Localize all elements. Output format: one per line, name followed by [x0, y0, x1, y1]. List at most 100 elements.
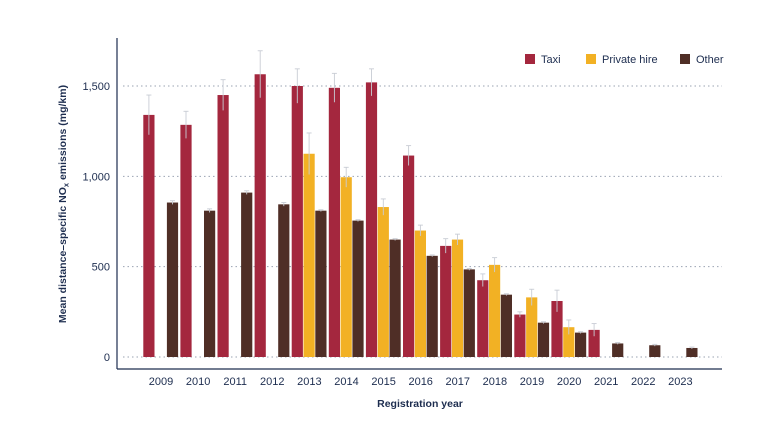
- legend: Taxi Private hire Other: [525, 54, 724, 66]
- error-bar-other-2015: [392, 238, 398, 241]
- y-axis-title-tail: emissions (mg/km): [57, 85, 69, 183]
- error-bar-other-2020: [578, 331, 584, 334]
- x-tick-label-2013: 2013: [297, 376, 321, 388]
- bar-taxi-2020: [551, 300, 563, 357]
- y-tick-label-500: 500: [92, 262, 110, 274]
- error-bar-taxi-2017: [443, 238, 449, 254]
- error-bar-other-2021: [615, 342, 621, 345]
- bar-private-hire-2017: [451, 239, 464, 357]
- error-bar-other-2022: [652, 343, 658, 347]
- bar-taxi-2018: [477, 280, 489, 357]
- error-bar-private-hire-2016: [417, 224, 423, 236]
- y-axis-title-main: Mean distance–specific NO: [57, 187, 69, 323]
- error-bar-other-2018: [503, 293, 509, 296]
- bar-private-hire-2013: [303, 153, 315, 357]
- x-tick-label-2010: 2010: [186, 376, 210, 388]
- bar-other-2019: [537, 322, 550, 357]
- legend-swatch-private-hire: [586, 54, 596, 64]
- legend-label-other: Other: [696, 54, 724, 66]
- bar-taxi-2009: [143, 114, 155, 357]
- x-tick-label-2022: 2022: [631, 376, 655, 388]
- bar-taxi-2016: [403, 155, 415, 357]
- error-bar-taxi-2009: [146, 94, 152, 135]
- bar-other-2020: [575, 332, 587, 357]
- error-bar-other-2010: [207, 208, 213, 213]
- y-tick-label-1000: 1,000: [82, 171, 110, 183]
- y-tick-labels: 0 500 1,000 1,500: [82, 81, 110, 364]
- x-axis-title: Registration year: [377, 398, 463, 410]
- error-bar-other-2013: [318, 209, 324, 212]
- bar-private-hire-2019: [526, 297, 538, 357]
- bar-other-2023: [686, 347, 698, 357]
- error-bar-taxi-2013: [294, 68, 300, 104]
- error-bar-private-hire-2014: [343, 166, 349, 188]
- bar-other-2022: [649, 345, 661, 357]
- bars: [143, 74, 698, 358]
- error-bar-taxi-2012: [257, 50, 263, 98]
- y-tick-label-0: 0: [104, 352, 110, 364]
- error-bar-other-2012: [281, 202, 287, 207]
- x-tick-label-2016: 2016: [408, 376, 432, 388]
- error-bar-other-2011: [244, 190, 250, 195]
- bar-private-hire-2014: [340, 177, 352, 357]
- y-axis-title: Mean distance–specific NOx emissions (mg…: [57, 85, 71, 323]
- legend-swatch-other: [680, 54, 690, 64]
- x-tick-label-2021: 2021: [594, 376, 618, 388]
- bar-other-2010: [204, 210, 216, 357]
- error-bar-private-hire-2015: [380, 198, 386, 216]
- error-bar-other-2019: [541, 321, 546, 324]
- bar-taxi-2019: [514, 314, 526, 357]
- x-tick-label-2015: 2015: [371, 376, 395, 388]
- bar-taxi-2012: [254, 74, 266, 358]
- error-bar-taxi-2018: [480, 273, 486, 287]
- error-bar-taxi-2015: [369, 68, 374, 96]
- bar-other-2009: [166, 202, 179, 357]
- x-tick-label-2009: 2009: [149, 376, 173, 388]
- error-bar-taxi-2016: [406, 145, 412, 166]
- bar-other-2021: [612, 343, 624, 357]
- bar-taxi-2021: [588, 329, 600, 357]
- bar-other-2012: [278, 204, 290, 357]
- error-bar-other-2023: [689, 346, 695, 349]
- bar-other-2016: [426, 255, 438, 357]
- bar-taxi-2011: [217, 95, 229, 358]
- bar-other-2014: [352, 220, 364, 357]
- error-bar-taxi-2020: [554, 289, 560, 312]
- error-bar-private-hire-2020: [566, 319, 572, 335]
- bar-private-hire-2020: [563, 327, 575, 357]
- error-bar-taxi-2021: [591, 323, 597, 337]
- bar-taxi-2013: [291, 86, 303, 357]
- error-bar-private-hire-2018: [492, 257, 498, 273]
- x-tick-label-2012: 2012: [260, 376, 284, 388]
- error-bar-taxi-2011: [220, 79, 226, 111]
- x-tick-label-2020: 2020: [557, 376, 581, 388]
- bar-other-2011: [241, 192, 253, 357]
- x-tick-label-2023: 2023: [668, 376, 692, 388]
- error-bar-taxi-2010: [183, 110, 189, 139]
- legend-label-private-hire: Private hire: [602, 54, 658, 66]
- bar-private-hire-2016: [414, 230, 426, 357]
- bar-taxi-2017: [440, 245, 452, 357]
- bar-taxi-2015: [365, 82, 378, 358]
- error-bar-taxi-2019: [517, 311, 523, 318]
- bar-other-2017: [463, 269, 475, 357]
- x-tick-labels: 2009 2010 2011 2012 2013 2014 2015 2016 2017 2018…: [149, 376, 693, 388]
- x-tick-label-2014: 2014: [334, 376, 358, 388]
- error-bar-other-2009: [170, 200, 175, 205]
- legend-swatch-taxi: [525, 54, 535, 64]
- bar-other-2018: [500, 294, 512, 357]
- error-bar-other-2017: [466, 268, 472, 271]
- error-bars: [146, 50, 695, 349]
- legend-label-taxi: Taxi: [541, 54, 561, 66]
- error-bar-private-hire-2019: [529, 288, 535, 306]
- y-axis-title-subscript: x: [62, 182, 71, 187]
- bar-private-hire-2018: [489, 264, 501, 357]
- error-bar-taxi-2014: [331, 72, 337, 103]
- x-tick-label-2011: 2011: [223, 376, 247, 388]
- bar-private-hire-2015: [377, 207, 389, 357]
- x-tick-label-2019: 2019: [520, 376, 544, 388]
- bar-other-2013: [315, 210, 327, 357]
- bar-taxi-2014: [328, 87, 340, 357]
- bar-taxi-2010: [180, 124, 192, 358]
